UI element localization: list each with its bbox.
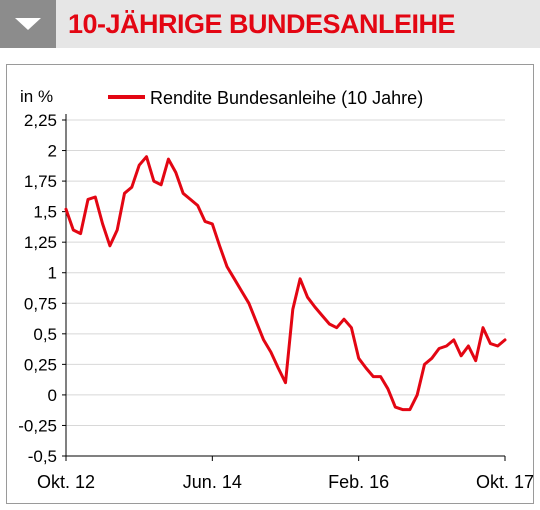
y-axis-label: in % [20, 87, 53, 106]
y-tick-label: 1,25 [24, 233, 57, 252]
series-group [64, 155, 507, 412]
y-tick-label: 1,5 [33, 203, 57, 222]
y-tick-label: 0,25 [24, 355, 57, 374]
legend: Rendite Bundesanleihe (10 Jahre) [108, 88, 423, 108]
y-tick-label: 1 [48, 264, 57, 283]
y-tick-label: 2,25 [24, 111, 57, 130]
y-tick-label: -0,25 [18, 416, 57, 435]
x-tick-label: Okt. 17 [476, 472, 534, 492]
header-band: 10-JÄHRIGE BUNDESANLEIHE [0, 0, 540, 48]
x-tick-label: Okt. 12 [37, 472, 95, 492]
chevron-down-icon [15, 18, 41, 30]
x-tick-label: Feb. 16 [328, 472, 389, 492]
y-tick-labels: -0,5 -0,25 0 0,25 0,5 0,75 1 1,25 1,5 1,75 2 2,25 [18, 111, 57, 466]
y-tick-label: 1,75 [24, 172, 57, 191]
axes [62, 114, 506, 461]
y-tick-label: 0,75 [24, 294, 57, 313]
y-tick-label: 2 [48, 142, 57, 161]
legend-label: Rendite Bundesanleihe (10 Jahre) [150, 88, 423, 108]
header-badge[interactable] [0, 0, 56, 48]
page-title: 10-JÄHRIGE BUNDESANLEIHE [68, 9, 456, 39]
x-tick-labels: Okt. 12 Jun. 14 Feb. 16 Okt. 17 [37, 472, 534, 492]
y-tick-label: 0,5 [33, 325, 57, 344]
y-tick-label: 0 [48, 386, 57, 405]
series-line [64, 155, 507, 412]
chart-frame [6, 64, 534, 504]
y-tick-label: -0,5 [28, 447, 57, 466]
x-tick-label: Jun. 14 [183, 472, 242, 492]
grid-lines [66, 119, 505, 457]
